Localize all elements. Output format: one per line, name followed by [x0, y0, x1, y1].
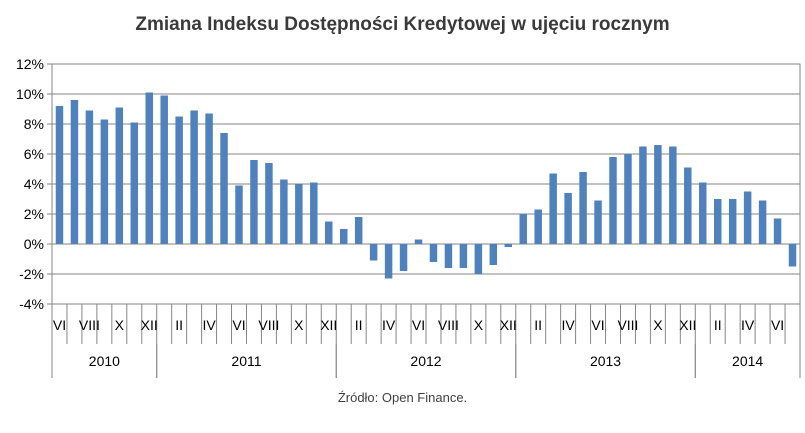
y-tick-label: 2% [24, 206, 44, 222]
bar [474, 244, 483, 274]
y-tick-label: 12% [16, 56, 44, 72]
x-tick-label: VIII [258, 317, 279, 333]
bar [459, 244, 468, 268]
bar [250, 160, 258, 244]
bar [699, 182, 707, 244]
bar [399, 244, 408, 271]
bar [549, 173, 557, 244]
y-tick-label: 10% [16, 86, 44, 102]
bar [609, 157, 617, 244]
x-tick-label: VIII [438, 317, 459, 333]
bar [310, 182, 318, 244]
bar [369, 244, 378, 261]
bar [713, 199, 722, 244]
chart-source: Źródło: Open Finance. [337, 390, 468, 405]
bar [325, 221, 333, 244]
year-label: 2012 [410, 353, 441, 369]
bar [130, 122, 139, 244]
x-tick-label: XII [679, 317, 696, 333]
bar [669, 146, 677, 244]
bar [280, 179, 288, 244]
year-label: 2013 [590, 353, 621, 369]
bar [728, 199, 737, 244]
x-tick-label: II [175, 317, 183, 333]
y-tick-label: 0% [24, 236, 44, 252]
x-tick-label: X [294, 317, 304, 333]
y-tick-label: 6% [24, 146, 44, 162]
year-label: 2010 [89, 353, 120, 369]
x-tick-label: VI [591, 317, 604, 333]
year-label: 2014 [732, 353, 763, 369]
x-tick-label: XII [500, 317, 517, 333]
x-tick-label: X [115, 317, 125, 333]
bar [743, 191, 752, 244]
x-tick-label: VI [771, 317, 784, 333]
x-tick-label: X [474, 317, 484, 333]
y-tick-label: 4% [24, 176, 44, 192]
bar [429, 244, 438, 262]
bar [354, 217, 363, 244]
bar [115, 107, 124, 244]
y-tick-label: -2% [19, 266, 44, 282]
x-tick-label: II [534, 317, 542, 333]
bar [205, 113, 213, 244]
x-tick-label: IV [202, 317, 216, 333]
bar [100, 119, 109, 244]
bar [414, 239, 423, 244]
x-tick-label: II [714, 317, 722, 333]
bar [444, 244, 453, 268]
bar [684, 167, 692, 244]
x-tick-label: VI [412, 317, 425, 333]
bar [85, 110, 94, 244]
y-axis: -4% -2% 0% 2% 4% 6% 8% 10% 12% [16, 56, 52, 312]
bar [384, 244, 393, 279]
bar [654, 145, 662, 244]
bar [773, 218, 782, 244]
bar [624, 154, 632, 244]
x-tick-label: XII [320, 317, 337, 333]
bar [504, 244, 513, 247]
x-tick-label: VI [232, 317, 245, 333]
bar [190, 110, 198, 244]
bar [295, 184, 303, 244]
bar [339, 229, 348, 244]
x-tick-label: II [355, 317, 363, 333]
bar [235, 185, 243, 244]
x-tick-label: VIII [79, 317, 100, 333]
x-tick-label: IV [562, 317, 576, 333]
bar [788, 244, 797, 267]
chart-title: Zmiana Indeksu Dostępności Kredytowej w … [135, 14, 670, 35]
bar [639, 146, 647, 244]
bar [564, 193, 572, 244]
bar [594, 200, 602, 244]
bar [579, 172, 587, 244]
bar [489, 244, 498, 265]
bars [55, 92, 797, 279]
x-tick-label: VIII [617, 317, 638, 333]
bar [70, 100, 79, 244]
y-tick-label: -4% [19, 296, 44, 312]
x-tick-label: XII [141, 317, 158, 333]
x-axis: VI VIII X XII II IV VI VIII X XII II IV VI VIII X XII II… [51, 304, 801, 378]
bar [534, 209, 542, 244]
bar [145, 92, 153, 244]
bar [160, 95, 168, 244]
bar [758, 200, 767, 244]
bar [220, 133, 228, 244]
x-tick-label: IV [382, 317, 396, 333]
y-tick-label: 8% [24, 116, 44, 132]
x-tick-label: IV [741, 317, 755, 333]
bar [175, 116, 183, 244]
year-label: 2011 [231, 353, 261, 369]
bar [519, 214, 527, 244]
bar [265, 163, 273, 244]
x-tick-label: VI [53, 317, 66, 333]
x-tick-label: X [653, 317, 663, 333]
bar [55, 106, 64, 244]
